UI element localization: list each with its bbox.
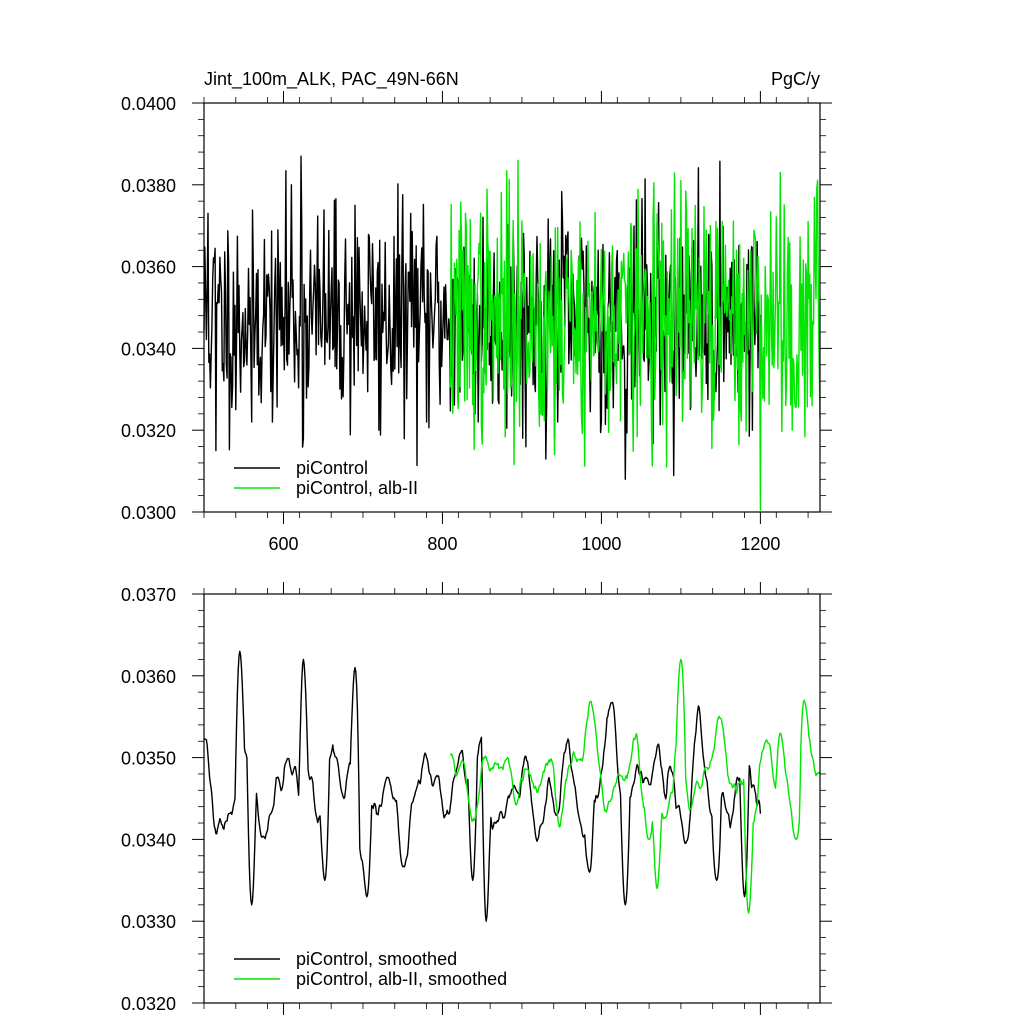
y-tick-label: 0.0340 xyxy=(121,830,176,850)
series-line-green xyxy=(449,159,821,511)
y-tick-label: 0.0350 xyxy=(121,749,176,769)
top-chart-panel: 600 800 1000 1200 0.0300 0.0320 0.0340 0.0360 0.… xyxy=(121,69,832,554)
x-tick-label: 600 xyxy=(268,534,298,554)
y-tick-label: 0.0360 xyxy=(121,258,176,278)
plot-frame xyxy=(203,593,821,1004)
y-tick-label: 0.0400 xyxy=(121,94,176,114)
series-group xyxy=(203,650,821,922)
series-line-black xyxy=(203,650,762,922)
units-label: PgC/y xyxy=(771,69,820,89)
plot-frame xyxy=(203,102,821,513)
series-line-green xyxy=(449,658,821,914)
y-tick-label: 0.0340 xyxy=(121,339,176,359)
series-group xyxy=(203,155,821,511)
y-tick-label: 0.0380 xyxy=(121,176,176,196)
bottom-chart-panel: 0.0320 0.0330 0.0340 0.0350 0.0360 0.0370 piCo… xyxy=(121,582,832,1015)
y-tick-label: 0.0320 xyxy=(121,994,176,1014)
y-tick-label: 0.0300 xyxy=(121,503,176,523)
y-tick-label: 0.0370 xyxy=(121,585,176,605)
x-tick-label: 1000 xyxy=(581,534,621,554)
legend-label: piControl, alb-II, smoothed xyxy=(296,969,507,989)
y-tick-label: 0.0330 xyxy=(121,912,176,932)
legend-label: piControl, alb-II xyxy=(296,478,418,498)
legend-label: piControl xyxy=(296,458,368,478)
legend-label: piControl, smoothed xyxy=(296,949,457,969)
y-tick-label: 0.0360 xyxy=(121,667,176,687)
y-tick-label: 0.0320 xyxy=(121,421,176,441)
chart-title: Jint_100m_ALK, PAC_49N-66N xyxy=(204,69,459,90)
x-tick-label: 800 xyxy=(427,534,457,554)
x-tick-label: 1200 xyxy=(740,534,780,554)
